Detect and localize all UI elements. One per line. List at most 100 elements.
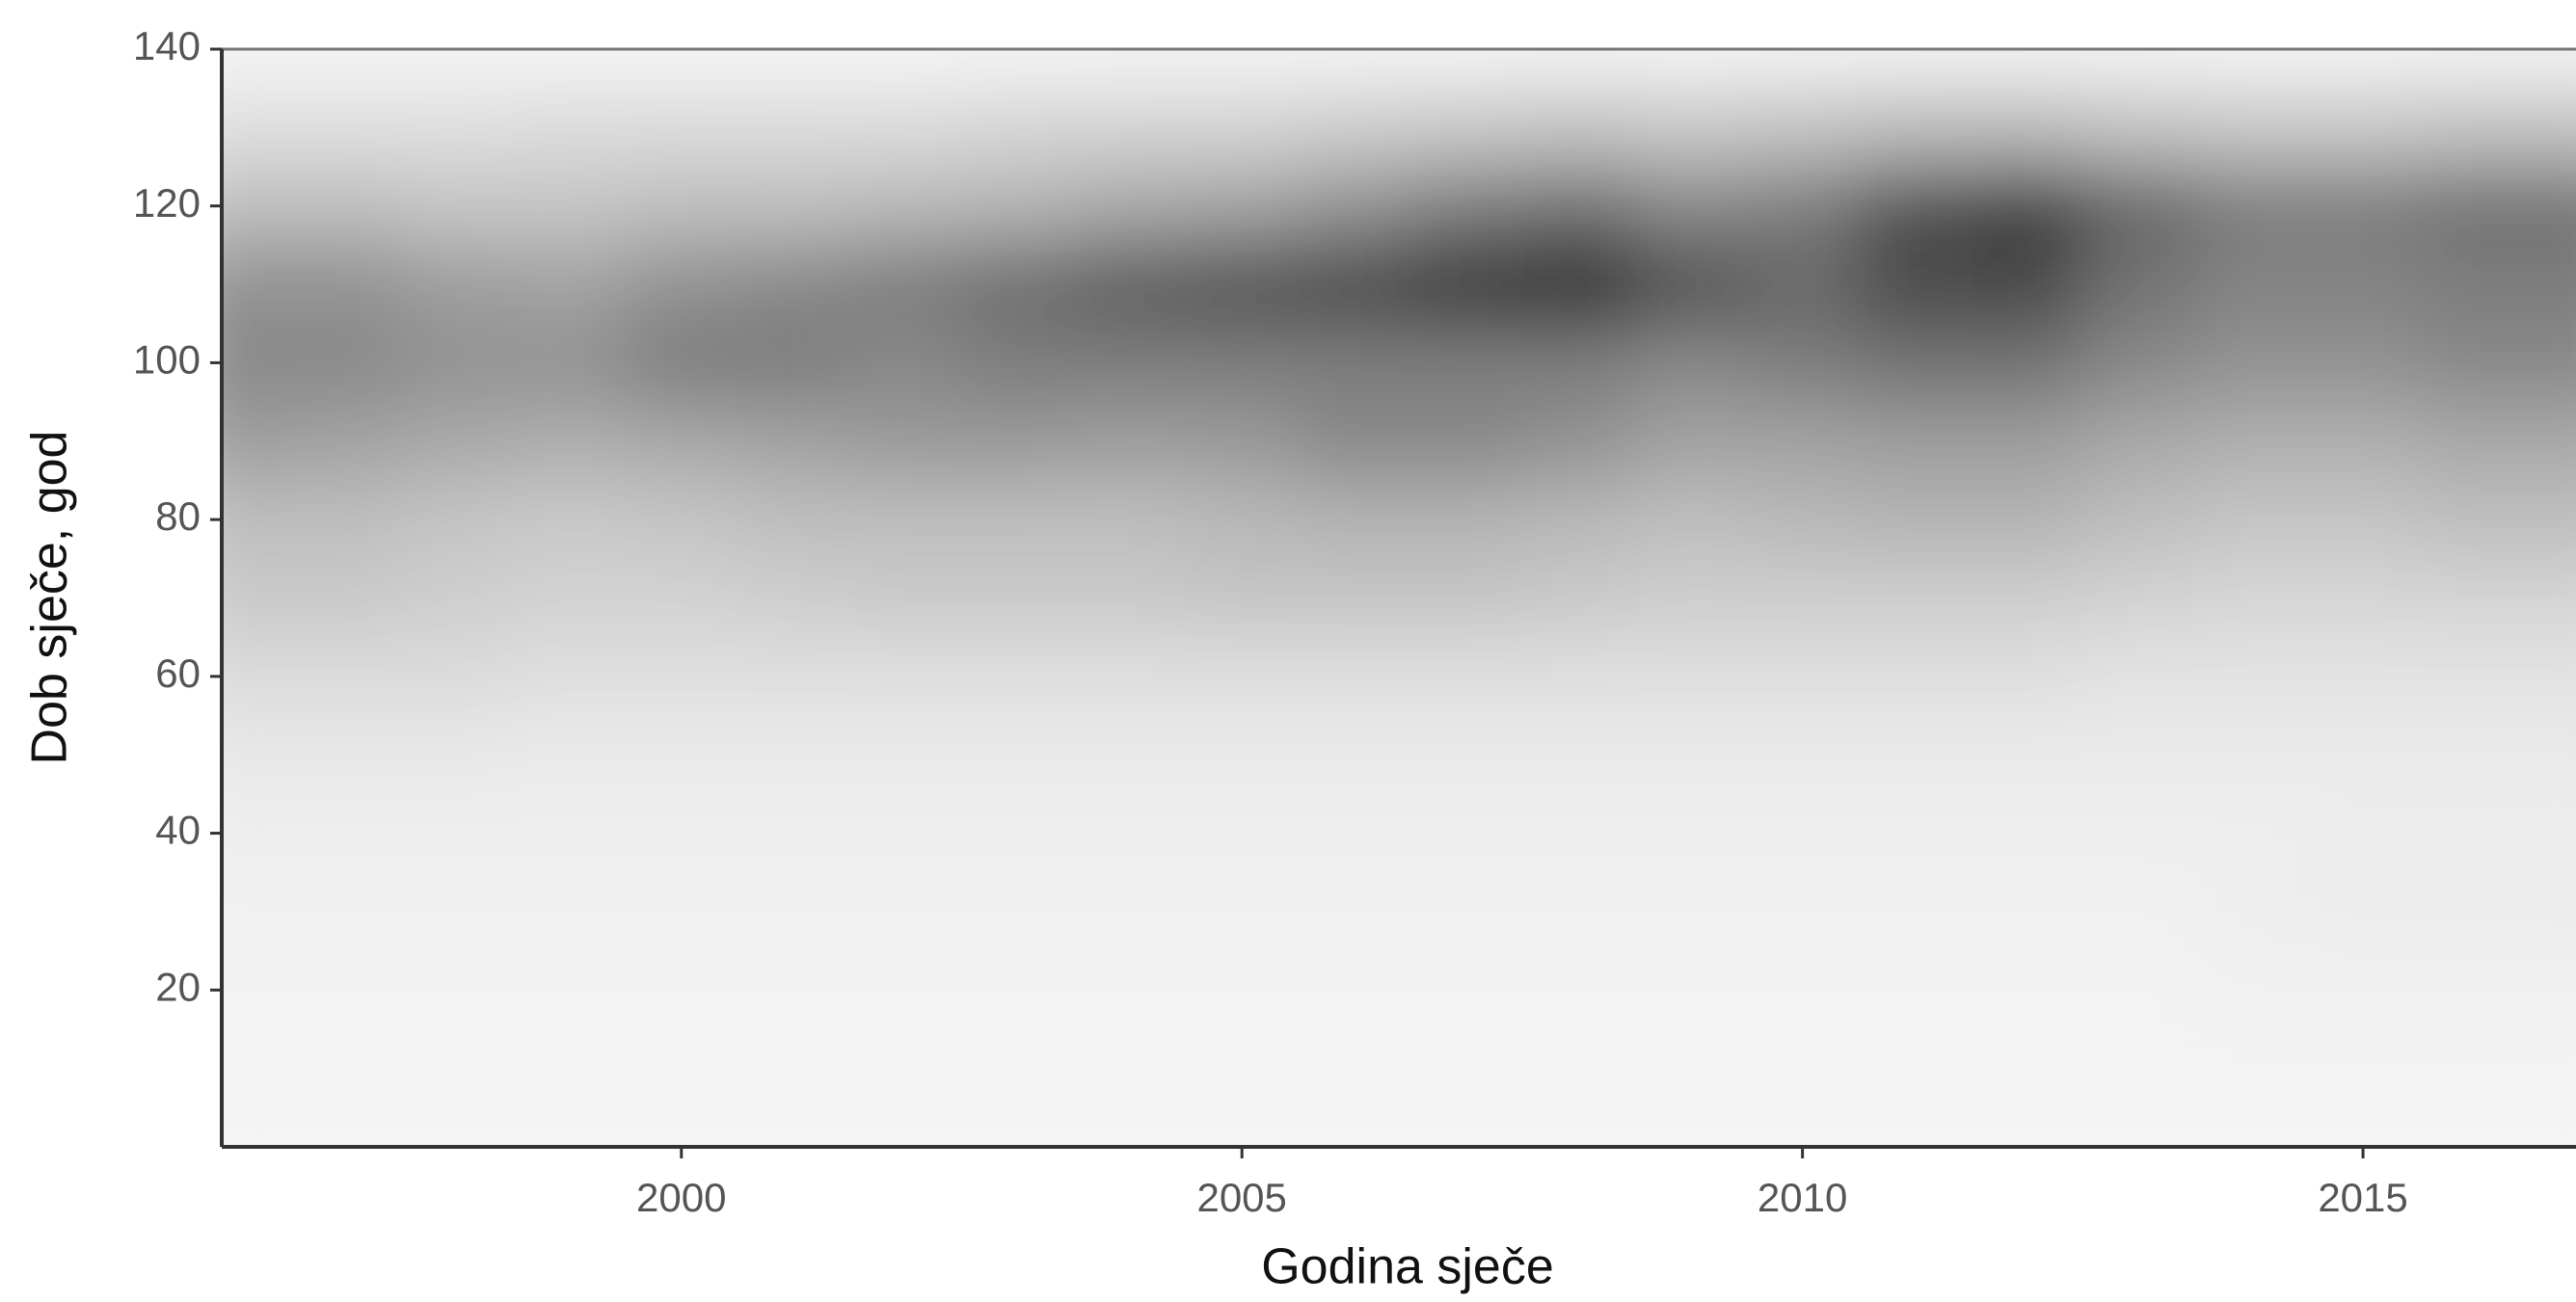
density-cell xyxy=(2419,167,2533,247)
density-cell xyxy=(2531,1028,2576,1109)
density-cell xyxy=(222,323,290,404)
density-cell xyxy=(849,88,963,169)
density-cell xyxy=(1746,637,1860,717)
density-cell xyxy=(961,245,1075,325)
density-cell xyxy=(1971,715,2084,795)
density-cell xyxy=(1858,558,1972,639)
density-cell xyxy=(1186,793,1300,874)
density-cell xyxy=(2306,88,2421,169)
density-cell xyxy=(2419,872,2533,952)
density-cell xyxy=(961,402,1075,482)
density-cell xyxy=(1073,950,1188,1030)
density-cell xyxy=(1409,950,1523,1030)
density-cell xyxy=(401,1028,515,1109)
density-cell xyxy=(2194,872,2308,952)
density-cell xyxy=(2194,637,2308,717)
density-cell xyxy=(2194,245,2308,325)
density-cell xyxy=(513,88,627,169)
density-cell xyxy=(513,402,627,482)
density-cell xyxy=(1858,167,1972,247)
density-cell xyxy=(1971,88,2084,169)
density-cell xyxy=(625,715,738,795)
density-cell xyxy=(1521,793,1636,874)
density-cell xyxy=(625,1028,738,1109)
y-tick-label: 100 xyxy=(133,337,201,383)
density-cell xyxy=(2082,793,2196,874)
density-cell xyxy=(2082,637,2196,717)
density-cell xyxy=(1073,323,1188,404)
density-cell xyxy=(2194,793,2308,874)
density-cell xyxy=(2419,637,2533,717)
density-cell xyxy=(2419,950,2533,1030)
density-cell xyxy=(1186,558,1300,639)
density-cell xyxy=(1186,872,1300,952)
density-cell xyxy=(2306,245,2421,325)
density-cell xyxy=(1298,402,1411,482)
density-cell xyxy=(2531,245,2576,325)
density-cell xyxy=(513,637,627,717)
density-cell xyxy=(1634,715,1748,795)
density-cell xyxy=(1521,637,1636,717)
density-cell xyxy=(849,637,963,717)
density-cell xyxy=(513,480,627,560)
density-cell xyxy=(1298,872,1411,952)
x-tick-label: 2015 xyxy=(2318,1175,2407,1220)
density-cell xyxy=(2194,1028,2308,1109)
density-cell xyxy=(1298,88,1411,169)
density-cell xyxy=(513,793,627,874)
density-cell xyxy=(2531,323,2576,404)
density-cell xyxy=(2419,480,2533,560)
density-cell xyxy=(1858,793,1972,874)
density-cell xyxy=(625,88,738,169)
density-cell xyxy=(1634,872,1748,952)
density-cell xyxy=(1746,88,1860,169)
density-cell xyxy=(2082,1028,2196,1109)
density-cell xyxy=(625,558,738,639)
density-cell xyxy=(961,637,1075,717)
density-cell xyxy=(1746,950,1860,1030)
density-cell xyxy=(288,480,403,560)
density-cell xyxy=(1746,558,1860,639)
density-cell xyxy=(1971,480,2084,560)
density-cell xyxy=(2082,715,2196,795)
density-cell xyxy=(1971,167,2084,247)
density-cell xyxy=(1521,715,1636,795)
density-cell xyxy=(849,1028,963,1109)
density-cell xyxy=(1073,245,1188,325)
density-cell xyxy=(1073,793,1188,874)
density-cell xyxy=(401,715,515,795)
density-cell xyxy=(1858,950,1972,1030)
density-cell xyxy=(737,715,851,795)
density-cell xyxy=(513,245,627,325)
density-cell xyxy=(1971,402,2084,482)
density-cell xyxy=(401,793,515,874)
density-cell xyxy=(222,167,290,247)
density-cell xyxy=(1521,245,1636,325)
y-tick-label: 60 xyxy=(155,651,201,696)
density-cell xyxy=(2194,167,2308,247)
density-cell xyxy=(1634,167,1748,247)
density-cell xyxy=(513,950,627,1030)
density-cell xyxy=(737,558,851,639)
density-cell xyxy=(1298,558,1411,639)
density-cell xyxy=(849,245,963,325)
density-cell xyxy=(1746,793,1860,874)
density-cell xyxy=(625,793,738,874)
density-cell xyxy=(1298,245,1411,325)
density-cell xyxy=(1634,88,1748,169)
density-cell xyxy=(1634,558,1748,639)
density-cell xyxy=(2082,88,2196,169)
density-cell xyxy=(513,323,627,404)
density-cell xyxy=(1971,558,2084,639)
density-cell xyxy=(288,950,403,1030)
density-cell xyxy=(625,245,738,325)
density-cell xyxy=(2306,950,2421,1030)
density-cell xyxy=(401,402,515,482)
density-cell xyxy=(961,715,1075,795)
density-cell xyxy=(222,245,290,325)
plot-area xyxy=(222,49,2576,1147)
density-cell xyxy=(222,1028,290,1109)
density-cell xyxy=(2419,402,2533,482)
density-cell xyxy=(2306,402,2421,482)
density-cell xyxy=(2306,715,2421,795)
